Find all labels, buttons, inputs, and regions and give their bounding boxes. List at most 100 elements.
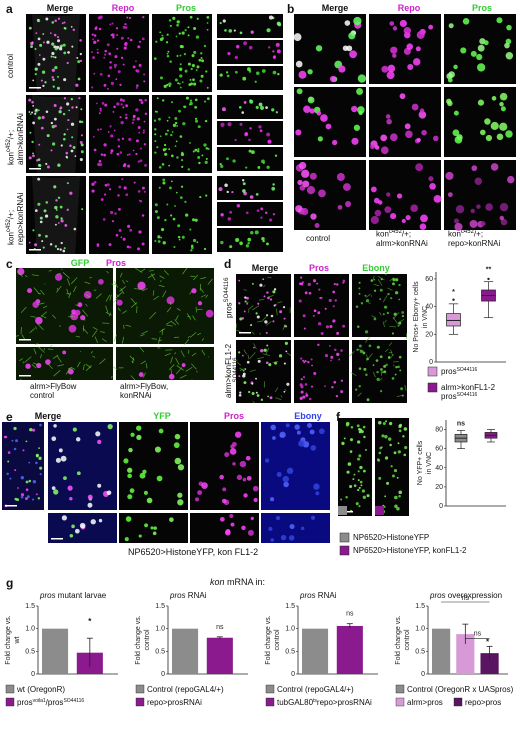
a-row-alrm: konc452/+;	[6, 129, 16, 165]
legend-label: repo>prosRNAi	[147, 698, 202, 707]
d-micrographs	[236, 274, 407, 404]
c-tile-2	[113, 268, 214, 345]
g-chart-4: pros overexpression 0 0.5 1.0 1.5 Fold change…	[395, 591, 514, 707]
a-zoom-r2-s2	[217, 228, 283, 252]
e-col-ebony: Ebony	[294, 411, 322, 421]
e-tile-c2	[190, 422, 259, 510]
y-tick-label: 1.5	[155, 603, 165, 610]
e-col-yfp: YFP	[153, 411, 171, 421]
y-tick-label: 0	[31, 671, 35, 678]
b-tile-r1-c0	[294, 87, 366, 157]
a-micrographs	[26, 14, 283, 254]
y-tick-label: 40	[435, 465, 443, 472]
bar	[432, 628, 451, 674]
b-micrographs	[294, 14, 516, 231]
e-strip-c3	[261, 513, 330, 543]
y-axis-label: Fold change vs.	[265, 615, 272, 664]
panel-label-g: g	[6, 576, 14, 590]
legend-swatch	[427, 366, 438, 377]
box-1	[481, 281, 496, 319]
box-1	[484, 429, 498, 443]
sig-annotation: *	[452, 289, 455, 296]
y-tick-label: 0	[439, 503, 443, 510]
y-tick-label: 0	[291, 671, 295, 678]
a-tile-r1-c0	[26, 95, 86, 173]
b-col-merge: Merge	[321, 3, 349, 13]
b-tile-r2-c0	[294, 160, 366, 230]
y-axis-label: Fold change vs.	[135, 615, 142, 664]
y-axis-label: in VNC	[426, 452, 433, 474]
sig-annotation: **	[486, 267, 492, 274]
f-marker-1	[338, 506, 347, 515]
bar	[302, 628, 329, 674]
y-axis-label: No Pros+ Ebony+ cells	[413, 281, 420, 353]
chart-title: pros RNAi	[299, 591, 337, 600]
c-tile-4	[112, 346, 214, 380]
d-col-pros: Pros	[308, 263, 329, 273]
a-tile-r0-c0	[26, 14, 86, 92]
bar	[42, 628, 69, 674]
legend-swatch	[5, 684, 15, 694]
c-tile-1	[16, 268, 116, 346]
c-col-gfp: GFP	[70, 258, 90, 268]
panel-label-d: d	[224, 257, 232, 271]
c-caption-2: alrm>FlyBow, konRNAi	[120, 382, 169, 400]
y-tick-label: 60	[435, 446, 443, 453]
y-tick-label: 40	[425, 304, 433, 311]
a-zoom-r1-s1	[217, 121, 283, 145]
d-tile-r1-c2	[349, 336, 407, 403]
legend-swatch	[453, 697, 463, 707]
legend-label: NP6520>HistoneYFP, konFL1-2	[353, 546, 467, 555]
d-tile-r1-c0	[236, 340, 292, 404]
legend-swatch	[135, 697, 145, 707]
sig-annotation: *	[486, 638, 490, 647]
b-caption-3: konc452/+; repo>konRNAi	[448, 229, 501, 248]
y-tick-label: 1.0	[285, 626, 295, 633]
g-chart-2: pros RNAi 0 0.5 1.0 1.5 Fold change vs. contro…	[135, 591, 248, 707]
y-axis-label: wt	[14, 636, 21, 644]
e-col-pros: Pros	[223, 411, 244, 421]
y-tick-label: 0.5	[155, 648, 165, 655]
f-tile-1	[338, 418, 372, 516]
c-micrographs	[16, 268, 214, 380]
y-tick-label: 1.0	[155, 626, 165, 633]
y-axis-label: control	[404, 629, 411, 650]
legend-swatch	[395, 684, 405, 694]
g-chart-1: pros mutant larvae 0 0.5 1.0 1.5 Fold change …	[5, 591, 118, 707]
d-tile-r0-c2	[352, 274, 407, 339]
y-tick-label: 0.5	[415, 648, 425, 655]
y-axis-label: Fold change vs.	[395, 615, 402, 664]
legend-label: Control (OregonR x UASpros)	[407, 685, 514, 694]
b-tile-r2-c2	[444, 160, 516, 231]
d-tile-r1-c1	[294, 340, 349, 403]
e-tile-c3	[261, 422, 330, 510]
c-tile-3	[16, 344, 113, 380]
y-axis-label: No YFP+ cells	[417, 440, 424, 485]
g-title: kon mRNA in:	[210, 577, 266, 587]
legend-swatch	[135, 684, 145, 694]
legend-label: Control (repoGAL4/+)	[147, 685, 224, 694]
y-axis-label: Fold change vs.	[5, 615, 12, 664]
panel-label-a: a	[6, 2, 13, 16]
bar	[172, 628, 199, 674]
y-tick-label: 1.0	[415, 626, 425, 633]
chart-title: pros mutant larvae	[39, 591, 107, 600]
e-strip-c1	[119, 513, 188, 543]
y-axis-label: in VNC	[422, 306, 429, 328]
f-marker-2	[375, 506, 384, 515]
b-tile-r0-c2	[444, 14, 516, 84]
a-col-merge: Merge	[46, 3, 74, 13]
b-col-pros: Pros	[471, 3, 492, 13]
a-row-repo: konc452/+;	[6, 209, 16, 245]
a-row-repo-2: repo>konRNAi	[16, 192, 25, 245]
sig-annotation: ns	[457, 421, 465, 428]
bar	[480, 653, 499, 674]
a-zoom-r0-s0	[217, 14, 283, 38]
a-zoom-r1-s2	[217, 147, 283, 171]
e-micrographs	[2, 422, 330, 543]
sig-annotation: ns	[474, 631, 482, 638]
c-caption-1: alrm>FlyBow control	[30, 382, 77, 400]
y-tick-label: 0.5	[25, 648, 35, 655]
e-tile-c0	[48, 422, 117, 510]
